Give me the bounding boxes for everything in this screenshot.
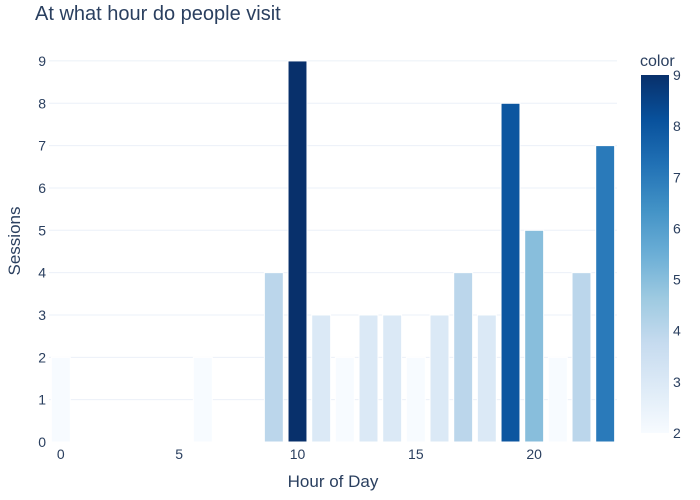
bar-hour-18 <box>476 314 497 443</box>
bar-hour-23 <box>595 145 616 443</box>
y-tick-label: 6 <box>38 180 46 196</box>
colorbar-tick-label: 4 <box>673 323 681 339</box>
y-tick-label: 3 <box>38 307 46 323</box>
chart-title: At what hour do people visit <box>35 3 281 25</box>
bar-hour-13 <box>358 314 379 443</box>
y-tick-label: 7 <box>38 138 46 154</box>
bar-hour-14 <box>382 314 403 443</box>
bar-hour-16 <box>429 314 450 443</box>
x-tick-label: 0 <box>57 446 65 462</box>
bar-hour-6 <box>192 356 213 443</box>
colorbar-tick-label: 8 <box>673 118 681 134</box>
colorbar-tick-label: 5 <box>673 272 681 288</box>
x-tick-label: 20 <box>526 446 542 462</box>
bar-hour-10 <box>287 60 308 443</box>
bar-hour-22 <box>571 272 592 443</box>
colorbar-tick-labels: 2 3 4 5 6 7 8 9 <box>673 67 681 441</box>
y-tick-label: 8 <box>38 95 46 111</box>
colorbar-title: color <box>640 53 675 70</box>
y-tick-label: 0 <box>38 434 46 450</box>
colorbar-tick-label: 9 <box>673 67 681 83</box>
y-tick-label: 4 <box>38 265 46 281</box>
colorbar-tick-label: 6 <box>673 220 681 236</box>
bar-hour-0 <box>50 356 71 443</box>
x-tick-label: 15 <box>408 446 424 462</box>
bar-hour-9 <box>263 272 284 443</box>
y-axis-label: Sessions <box>5 207 24 276</box>
colorbar-tick-label: 3 <box>673 374 681 390</box>
y-tick-label: 1 <box>38 392 46 408</box>
bar-hour-20 <box>524 229 545 443</box>
y-tick-label: 9 <box>38 53 46 69</box>
y-tick-labels: 0 1 2 3 4 5 6 7 8 9 <box>38 53 46 450</box>
bar-hour-17 <box>453 272 474 443</box>
x-tick-label: 5 <box>175 446 183 462</box>
bar-hour-21 <box>547 356 568 443</box>
colorbar-tick-label: 2 <box>673 425 681 441</box>
colorbar: color 2 3 4 5 6 7 8 9 <box>640 53 681 441</box>
bar-hour-19 <box>500 102 521 443</box>
colorbar-gradient <box>641 75 669 433</box>
bar-hour-11 <box>311 314 332 443</box>
y-tick-label: 2 <box>38 349 46 365</box>
x-tick-labels: 0 5 10 15 20 <box>57 446 542 462</box>
bar-hour-12 <box>334 356 355 443</box>
gridlines <box>49 60 617 401</box>
x-tick-label: 10 <box>290 446 306 462</box>
x-axis-label: Hour of Day <box>288 472 379 491</box>
colorbar-tick-label: 7 <box>673 169 681 185</box>
y-tick-label: 5 <box>38 222 46 238</box>
bar-hour-15 <box>405 356 426 443</box>
bars <box>50 60 616 443</box>
